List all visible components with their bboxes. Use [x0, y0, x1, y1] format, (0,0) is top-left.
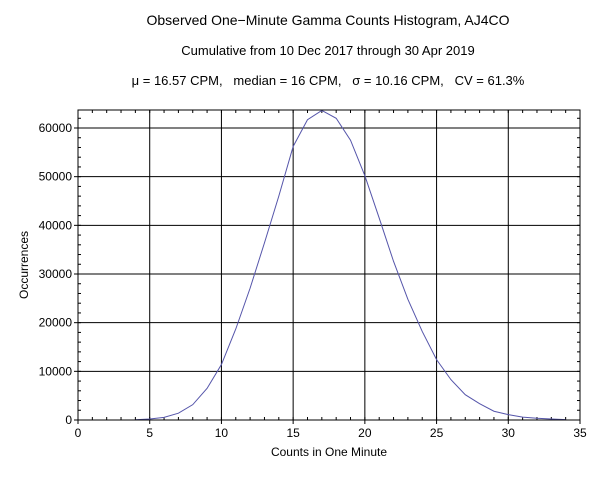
y-tick-label: 10000	[39, 364, 73, 378]
chart-stats: μ = 16.57 CPM, median = 16 CPM, σ = 10.1…	[132, 73, 525, 88]
plot-frame	[77, 109, 581, 421]
y-axis-label: Occurrences	[17, 231, 31, 299]
y-tick-label: 60000	[39, 121, 73, 135]
y-tick-label: 50000	[39, 170, 73, 184]
x-tick-label: 5	[146, 426, 153, 440]
grid	[77, 110, 581, 421]
x-tick-label: 15	[286, 426, 300, 440]
tick-labels: 0 5 10 15 20 25 30 35 0 10000 20000 30000 40000 50000…	[39, 121, 587, 440]
chart-subtitle: Cumulative from 10 Dec 2017 through 30 A…	[181, 43, 474, 58]
x-tick-label: 0	[75, 426, 82, 440]
x-tick-label: 20	[358, 426, 372, 440]
series-line	[135, 109, 566, 421]
y-tick-label: 40000	[39, 218, 73, 232]
y-tick-label: 20000	[39, 316, 73, 330]
x-tick-label: 10	[215, 426, 229, 440]
y-tick-label: 30000	[39, 267, 73, 281]
y-tick-label: 0	[65, 413, 72, 427]
x-axis-label: Counts in One Minute	[271, 445, 387, 459]
x-tick-label: 25	[430, 426, 444, 440]
x-tick-label: 30	[502, 426, 516, 440]
x-tick-label: 35	[573, 426, 587, 440]
chart-title: Observed One−Minute Gamma Counts Histogr…	[147, 12, 510, 28]
